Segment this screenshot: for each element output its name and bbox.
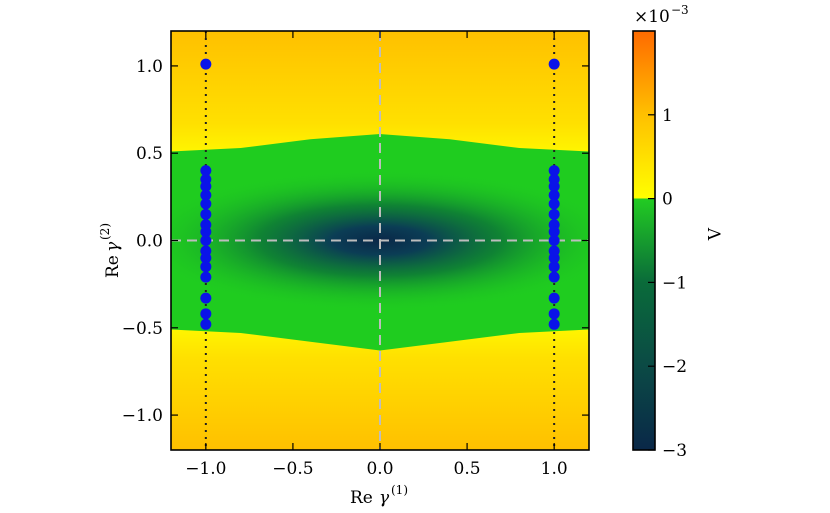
- y-tick-label: 0.0: [136, 232, 163, 252]
- plot-area: −1.0 −0.5 0.0 0.5 1.0 −1.0 −0.5 0.0 0.5 1.0: [122, 30, 590, 479]
- data-point: [548, 180, 560, 192]
- data-point: [548, 165, 560, 177]
- colorbar-ticks: 1 0 −1 −2 −3: [648, 106, 687, 461]
- y-ticks: −1.0 −0.5 0.0 0.5 1.0: [122, 57, 589, 426]
- data-point: [200, 271, 212, 283]
- colorbar-tick-label: −3: [662, 441, 687, 461]
- colorbar-label: Λ: [703, 227, 723, 241]
- data-point: [548, 235, 560, 246]
- data-point: [200, 165, 212, 177]
- data-point: [548, 208, 560, 220]
- colorbar-gradient: [633, 31, 655, 450]
- y-axis-label-prefix: Re: [103, 255, 123, 278]
- data-point: [548, 271, 560, 283]
- data-point: [200, 180, 212, 192]
- colorbar: 1 0 −1 −2 −3 ×10 −3 Λ: [632, 3, 723, 461]
- data-point: [548, 261, 560, 273]
- y-tick-label: −0.5: [122, 319, 163, 339]
- x-tick-label: −1.0: [185, 459, 226, 479]
- x-ticks: −1.0 −0.5 0.0 0.5 1.0: [185, 31, 568, 479]
- x-axis-label: Re γ (1): [350, 483, 408, 508]
- x-tick-label: 0.0: [366, 459, 393, 479]
- data-point: [200, 198, 212, 210]
- data-point: [200, 292, 212, 304]
- y-tick-label: 0.5: [136, 144, 163, 164]
- data-point: [200, 226, 212, 238]
- data-point: [200, 208, 212, 220]
- data-point: [200, 318, 212, 330]
- data-point: [548, 292, 560, 304]
- data-point: [200, 252, 212, 264]
- y-tick-label: −1.0: [122, 406, 163, 426]
- colorbar-tick-label: −2: [662, 357, 687, 377]
- data-point: [200, 189, 212, 201]
- x-tick-label: 1.0: [541, 459, 568, 479]
- data-point: [200, 58, 212, 70]
- y-axis-label-symbol: γ: [103, 241, 123, 252]
- colorbar-exponent-prefix: ×10: [634, 7, 670, 27]
- x-axis-label-superscript: (1): [391, 483, 408, 497]
- data-point: [548, 252, 560, 264]
- y-tick-label: 1.0: [136, 57, 163, 77]
- y-axis-label: Re γ (2): [98, 223, 123, 278]
- data-point: [548, 198, 560, 210]
- y-axis-label-superscript: (2): [98, 223, 112, 240]
- colorbar-exponent-power: −3: [671, 3, 689, 17]
- data-point: [548, 189, 560, 201]
- data-point: [548, 58, 560, 70]
- x-tick-label: −0.5: [272, 459, 313, 479]
- data-point: [548, 226, 560, 238]
- x-axis-label-symbol: γ: [379, 488, 390, 508]
- colorbar-frame: [632, 30, 656, 451]
- colorbar-tick-label: −1: [662, 273, 687, 293]
- data-point: [548, 308, 560, 320]
- data-points: [200, 58, 560, 330]
- colorbar-tick-label: 0: [662, 190, 673, 210]
- data-point: [200, 235, 212, 246]
- data-point: [548, 318, 560, 330]
- x-tick-label: 0.5: [454, 459, 481, 479]
- data-point: [200, 308, 212, 320]
- data-point: [200, 261, 212, 273]
- colorbar-tick-label: 1: [662, 106, 673, 126]
- x-axis-label-prefix: Re: [350, 488, 373, 508]
